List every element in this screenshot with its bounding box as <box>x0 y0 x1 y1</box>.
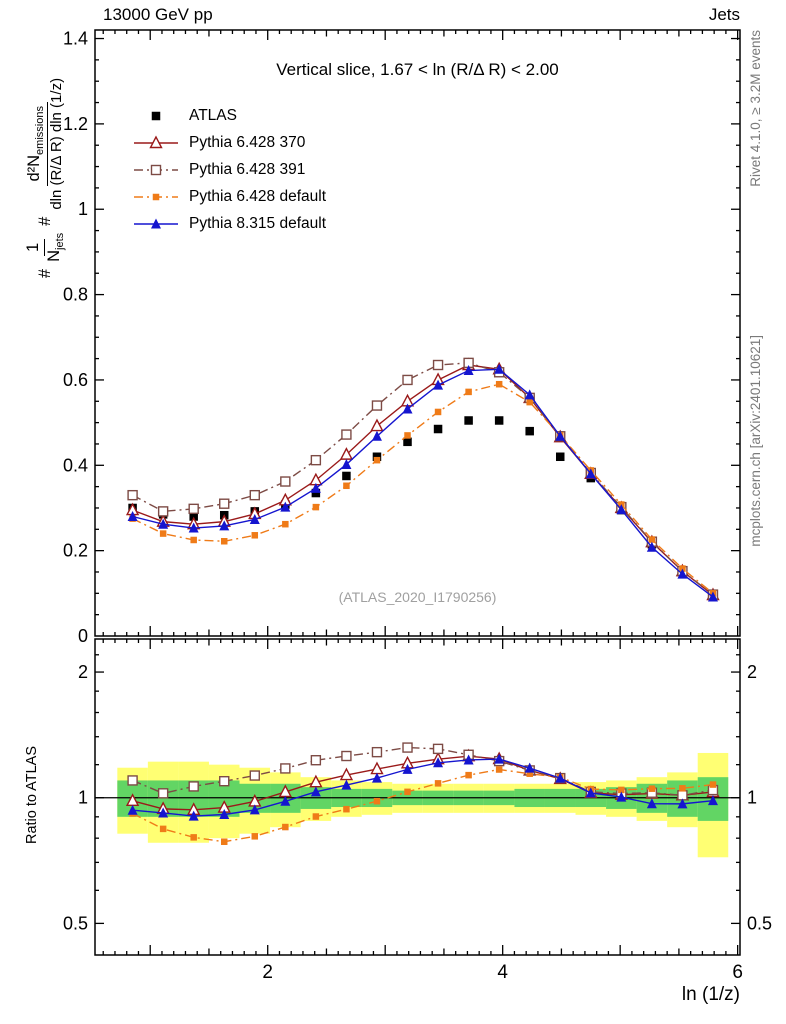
legend-marker <box>134 164 178 176</box>
legend-item: Pythia 6.428 default <box>133 185 326 209</box>
legend-label: ATLAS <box>189 107 237 124</box>
legend-marker <box>134 135 178 149</box>
legend-label: Pythia 6.428 370 <box>189 134 306 151</box>
main-curves <box>125 357 720 602</box>
svg-text:2: 2 <box>78 662 88 682</box>
svg-text:1.2: 1.2 <box>63 114 88 134</box>
fraction-d2n-emissions: d²Nemissions dln (R/Δ R) dln (1/z) <box>24 77 66 210</box>
svg-text:1.4: 1.4 <box>63 29 88 49</box>
panel-title: Vertical slice, 1.67 < ln (R/Δ R) < 2.00 <box>276 60 559 79</box>
svg-text:0.4: 0.4 <box>63 455 88 475</box>
svg-text:1: 1 <box>78 788 88 808</box>
legend-marker <box>151 111 161 121</box>
legend-label: Pythia 6.428 391 <box>189 161 306 178</box>
legend: ATLAS Pythia 6.428 370 Pythia 6.428 391 Pyt… <box>133 104 326 236</box>
main-y-axis-title: # 1 Njets # d²Nemissions dln (R/Δ R) dln… <box>17 33 73 323</box>
fraction-denominator: Njets <box>44 232 66 262</box>
legend-label: Pythia 8.315 default <box>189 215 327 232</box>
svg-text:2: 2 <box>747 662 757 682</box>
ratio-y-axis-title: Ratio to ATLAS <box>24 745 40 845</box>
uncertainty-bands <box>95 752 740 858</box>
svg-text:0.2: 0.2 <box>63 541 88 561</box>
svg-text:0.5: 0.5 <box>63 913 88 933</box>
svg-text:2: 2 <box>262 962 273 983</box>
svg-text:1: 1 <box>747 788 757 808</box>
tick-labels: 0 0.2 0.4 0.6 0.8 1 1.2 1.4 0.5 0.5 1 1 2 2 2 4 6 <box>63 29 772 983</box>
hash-symbol: # <box>35 268 54 279</box>
fraction-numerator: d²Nemissions <box>24 102 49 186</box>
svg-text:0.5: 0.5 <box>747 913 772 933</box>
legend-label: Pythia 6.428 default <box>189 188 327 205</box>
main-panel-frame <box>94 29 741 637</box>
svg-text:6: 6 <box>732 962 743 983</box>
analysis-group-label: Jets <box>708 5 740 24</box>
rivet-version-note: Rivet 4.1.0, ≥ 3.2M events <box>748 30 763 187</box>
legend-item: Pythia 8.315 default <box>133 212 326 236</box>
legend-marker <box>134 218 178 229</box>
analysis-id-watermark: (ATLAS_2020_I1790256) <box>338 589 497 605</box>
svg-text:4: 4 <box>497 962 508 983</box>
legend-item: Pythia 6.428 391 <box>133 158 326 182</box>
ratio-curves <box>125 742 720 845</box>
svg-text:1: 1 <box>78 199 88 219</box>
axis-ticks <box>95 30 740 955</box>
mcplots-arxiv-note: mcplots.cern.ch [arXiv:2401.10621] <box>748 335 763 547</box>
ratio-panel-frame <box>94 638 741 956</box>
legend-item: ATLAS <box>133 104 326 128</box>
legend-marker <box>134 193 178 201</box>
svg-text:0.8: 0.8 <box>63 285 88 305</box>
svg-text:0: 0 <box>78 626 88 646</box>
fraction-one-over-njets: 1 Njets <box>23 232 67 262</box>
legend-item: Pythia 6.428 370 <box>133 131 326 155</box>
beam-energy-label: 13000 GeV pp <box>103 5 213 24</box>
fraction-numerator: 1 <box>23 238 45 256</box>
hash-symbol: # <box>35 216 54 226</box>
x-axis-title: ln (1/z) <box>681 984 740 1005</box>
svg-text:0.6: 0.6 <box>63 370 88 390</box>
fraction-denominator: dln (R/Δ R) dln (1/z) <box>48 77 66 210</box>
